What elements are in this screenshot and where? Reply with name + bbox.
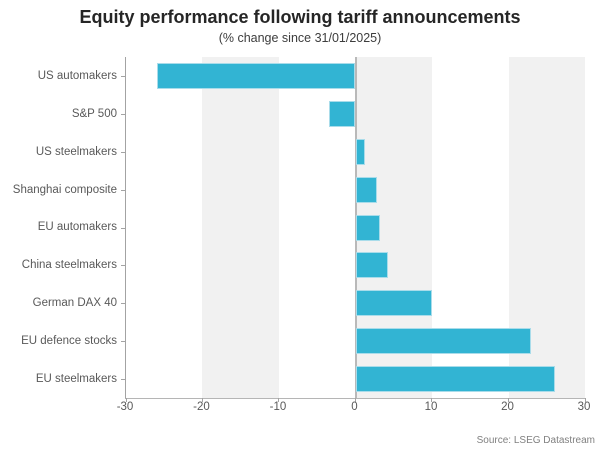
bar-us-steelmakers <box>355 138 365 165</box>
chart-subtitle: (% change since 31/01/2025) <box>218 31 382 45</box>
plot-area <box>121 57 586 402</box>
x-tick-label: 30 <box>577 401 591 413</box>
x-tick-label: -10 <box>269 401 287 413</box>
bar-china-steelmakers <box>355 252 389 279</box>
bar-shanghai-composite <box>355 176 377 203</box>
x-tick-label: 0 <box>351 401 358 413</box>
y-tick <box>121 341 125 343</box>
bar-eu-automakers <box>355 214 380 241</box>
y-tick <box>121 151 125 153</box>
category-label-eu-defence-stocks: EU defence stocks <box>21 335 117 348</box>
category-label-us-steelmakers: US steelmakers <box>35 145 117 158</box>
y-tick <box>121 227 125 229</box>
y-tick <box>121 265 125 267</box>
source-note: Source: LSEG Datastream <box>476 435 595 446</box>
y-tick <box>121 189 125 191</box>
x-tick-label: -30 <box>116 401 134 413</box>
y-axis-category-labels: US automakers S&P 500 US steelmakers Shangh… <box>0 57 117 398</box>
chart-title: Equity performance following tariff anno… <box>79 7 521 27</box>
bar-german-dax-40 <box>355 290 432 317</box>
category-label-german-dax-40: German DAX 40 <box>32 297 117 310</box>
category-label-china-steelmakers: China steelmakers <box>21 259 117 272</box>
x-tick-label: 10 <box>424 401 438 413</box>
category-label-s-p-500: S&P 500 <box>71 107 117 120</box>
x-tick <box>584 398 586 402</box>
x-tick <box>355 398 356 402</box>
y-tick <box>121 113 125 115</box>
x-tick <box>508 398 509 402</box>
x-axis-tick-labels: -30 -20 -10 0 10 20 30 <box>117 401 591 417</box>
x-tick <box>431 398 433 402</box>
grid-band <box>202 57 279 398</box>
bar-eu-defence-stocks <box>355 328 531 355</box>
x-tick <box>278 398 280 402</box>
category-label-eu-automakers: EU automakers <box>37 221 117 234</box>
category-label-us-automakers: US automakers <box>37 69 117 82</box>
category-label-shanghai-composite: Shanghai composite <box>12 183 117 196</box>
x-tick-label: -20 <box>193 401 210 413</box>
x-tick <box>201 398 203 402</box>
bar-us-automakers <box>156 62 356 89</box>
bar-s-p-500 <box>329 100 356 127</box>
category-label-eu-steelmakers: EU steelmakers <box>35 373 117 386</box>
x-tick-label: 20 <box>501 401 514 413</box>
bar-eu-steelmakers <box>355 366 556 393</box>
y-tick <box>121 75 125 77</box>
y-tick <box>121 379 125 381</box>
x-tick <box>125 398 127 402</box>
y-tick <box>121 303 125 305</box>
